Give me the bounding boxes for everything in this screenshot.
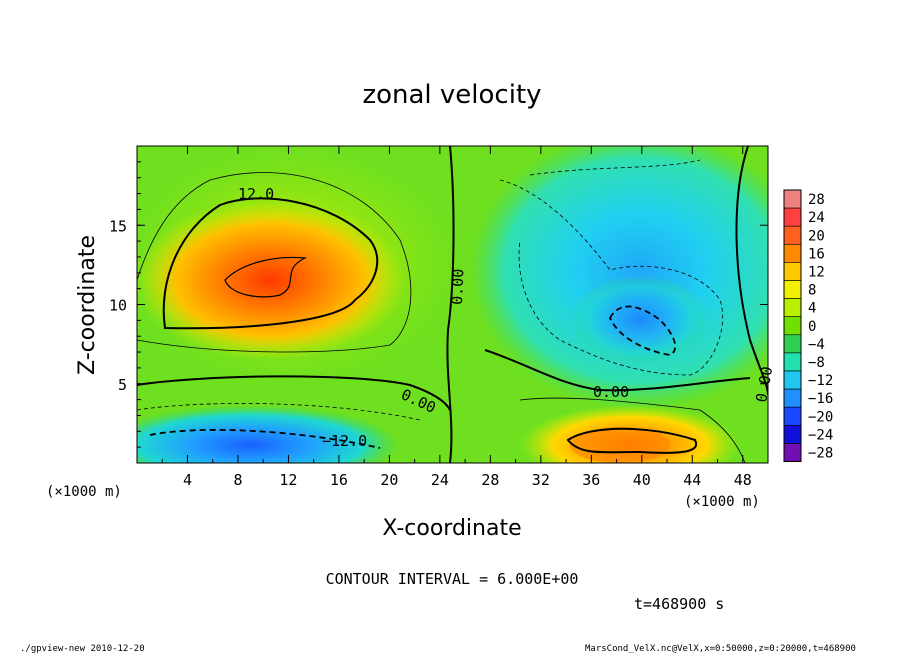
- colorbar-swatch: [783, 189, 802, 209]
- colorbar-label: 4: [808, 301, 816, 317]
- x-tick-label: 16: [330, 471, 348, 489]
- colorbar-swatch: [783, 334, 802, 354]
- colorbar-swatch: [783, 388, 802, 408]
- x-axis: 4 8 12 16 20 24 28 32 36 40 44 48: [161, 146, 752, 489]
- chart-title: zonal velocity: [362, 80, 541, 110]
- source-info: MarsCond_VelX.nc@VelX,x=0:50000,z=0:2000…: [585, 644, 856, 654]
- x-tick-label: 32: [532, 471, 550, 489]
- x-unit-right: (×1000 m): [684, 494, 760, 510]
- colorbar-swatch: [783, 207, 802, 227]
- contour-label-0-center: 0.00: [448, 268, 467, 305]
- colorbar-swatch: [783, 424, 802, 444]
- colorbar-label: 8: [808, 283, 816, 299]
- contour-lines: [137, 146, 768, 463]
- colorbar-label: −24: [808, 427, 833, 443]
- colorbar-label: 20: [808, 228, 825, 244]
- colorbar-swatch: [783, 262, 802, 281]
- y-tick-label: 5: [118, 376, 127, 394]
- colorbar-label: −4: [808, 337, 825, 353]
- x-tick-label: 24: [431, 471, 449, 489]
- heatmap-field: [137, 146, 768, 463]
- colorbar-swatch: [783, 298, 802, 318]
- program-info: ./gpview-new 2010-12-20: [20, 644, 145, 654]
- contour-label-0-right: 0.00: [593, 383, 629, 401]
- x-tick-label: 8: [233, 471, 242, 489]
- contour-label-12-upper: 12.0: [238, 185, 274, 203]
- y-tick-label: 15: [109, 217, 127, 235]
- colorbar-swatch: [783, 280, 802, 299]
- x-tick-label: 44: [683, 471, 701, 489]
- colorbar-label: 24: [808, 210, 825, 226]
- colorbar: 28 24 20 16 12 8 4 0 −4 −8 −12 −16 −20 −24 −28: [783, 189, 833, 462]
- contour-interval: CONTOUR INTERVAL = 6.000E+00: [326, 570, 579, 588]
- colorbar-label: 12: [808, 264, 825, 280]
- contour-label-0-edge: 0.00: [752, 365, 776, 404]
- colorbar-label: 28: [808, 192, 825, 208]
- x-tick-label: 20: [380, 471, 398, 489]
- colorbar-label: −28: [808, 445, 833, 461]
- x-unit-left: (×1000 m): [46, 484, 122, 500]
- y-tick-label: 10: [109, 297, 127, 315]
- y-axis: 5 10 15: [109, 161, 768, 448]
- colorbar-swatch: [783, 370, 802, 390]
- colorbar-label: −20: [808, 409, 833, 425]
- x-tick-label: 48: [734, 471, 752, 489]
- x-tick-label: 28: [481, 471, 499, 489]
- colorbar-swatch: [783, 352, 802, 372]
- y-axis-label: Z-coordinate: [75, 235, 100, 375]
- colorbar-label: 16: [808, 246, 825, 262]
- colorbar-label: 0: [808, 319, 816, 335]
- colorbar-frame: [783, 189, 802, 462]
- colorbar-label: −12: [808, 373, 833, 389]
- colorbar-swatch: [783, 406, 802, 426]
- colorbar-swatch: [783, 316, 802, 336]
- x-axis-label: X-coordinate: [382, 516, 521, 541]
- time-label: t=468900 s: [634, 595, 724, 613]
- colorbar-label: −8: [808, 355, 825, 371]
- x-tick-label: 12: [279, 471, 297, 489]
- x-tick-label: 36: [582, 471, 600, 489]
- x-tick-label: 40: [633, 471, 651, 489]
- colorbar-swatch: [783, 244, 802, 263]
- colorbar-label: −16: [808, 391, 833, 407]
- x-tick-label: 4: [183, 471, 192, 489]
- contour-label-minus12: −12.0: [322, 432, 367, 450]
- colorbar-swatch: [783, 443, 802, 462]
- colorbar-swatch: [783, 225, 802, 245]
